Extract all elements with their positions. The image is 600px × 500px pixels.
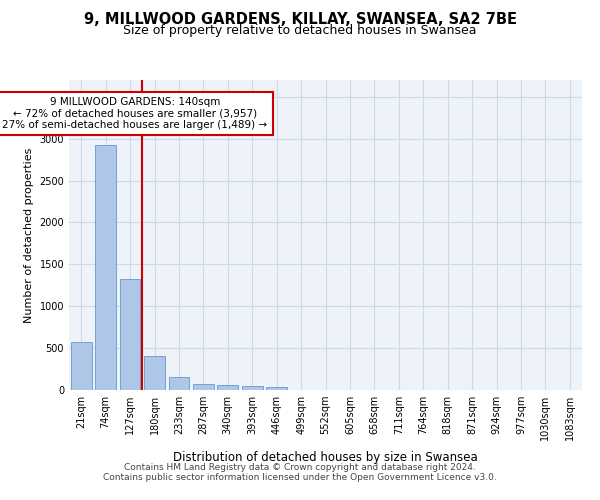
Bar [119, 280, 140, 390]
X-axis label: Distribution of detached houses by size in Swansea: Distribution of detached houses by size … [173, 451, 478, 464]
Y-axis label: Number of detached properties: Number of detached properties [24, 148, 34, 322]
Bar [266, 386, 287, 390]
Text: Contains public sector information licensed under the Open Government Licence v3: Contains public sector information licen… [103, 474, 497, 482]
Bar [95, 146, 116, 390]
Bar [193, 384, 214, 390]
Bar [144, 356, 165, 390]
Bar [71, 342, 92, 390]
Bar [169, 377, 190, 390]
Text: Contains HM Land Registry data © Crown copyright and database right 2024.: Contains HM Land Registry data © Crown c… [124, 464, 476, 472]
Bar [242, 386, 263, 390]
Bar [217, 386, 238, 390]
Text: 9 MILLWOOD GARDENS: 140sqm
← 72% of detached houses are smaller (3,957)
27% of s: 9 MILLWOOD GARDENS: 140sqm ← 72% of deta… [2, 97, 268, 130]
Text: Size of property relative to detached houses in Swansea: Size of property relative to detached ho… [123, 24, 477, 37]
Text: 9, MILLWOOD GARDENS, KILLAY, SWANSEA, SA2 7BE: 9, MILLWOOD GARDENS, KILLAY, SWANSEA, SA… [83, 12, 517, 28]
